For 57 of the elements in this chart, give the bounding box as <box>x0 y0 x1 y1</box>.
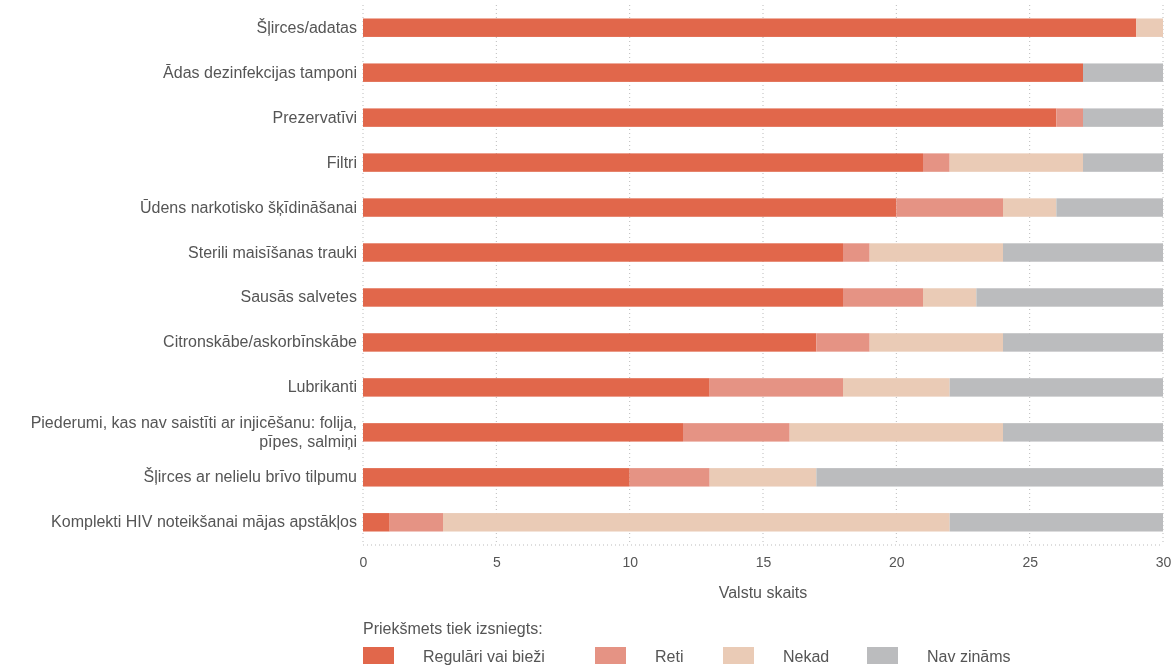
legend-title: Priekšmets tiek izsniegts: <box>363 620 543 637</box>
bar <box>816 333 870 352</box>
y-tick-label: Citronskābe/askorbīnskābe <box>163 333 358 351</box>
legend-label: Nav zināms <box>927 648 1011 665</box>
x-tick-label: 5 <box>492 553 501 570</box>
y-tick-label: Filtri <box>326 153 357 171</box>
bar <box>843 243 870 262</box>
y-tick-label: Sausās salvetes <box>240 288 357 306</box>
bar <box>389 513 443 532</box>
x-tick-label: 10 <box>622 553 639 570</box>
bar <box>1003 198 1057 217</box>
bar <box>1136 18 1163 37</box>
x-tick-label: 15 <box>755 553 772 570</box>
x-tick-label: 25 <box>1022 553 1039 570</box>
y-tick-label: Ūdens narkotisko šķīdināšanai <box>139 198 357 216</box>
legend-label: Regulāri vai bieži <box>423 648 545 665</box>
bar <box>869 243 1003 262</box>
bar <box>843 378 950 397</box>
bar <box>363 288 843 307</box>
bar <box>363 108 1057 127</box>
bar <box>363 198 897 217</box>
y-tick-label: Prezervatīvi <box>272 108 357 126</box>
bar <box>629 468 710 487</box>
bar <box>363 468 630 487</box>
legend-label: Nekad <box>783 648 830 665</box>
x-tick-label: 0 <box>359 553 368 570</box>
y-tick-label: Sterili maisīšanas trauki <box>188 243 357 261</box>
bar <box>363 333 817 352</box>
bar <box>363 423 683 442</box>
bar <box>896 198 1003 217</box>
bar <box>923 153 950 172</box>
bar <box>363 513 390 532</box>
bar <box>923 288 977 307</box>
bar <box>363 378 710 397</box>
x-tick-label: 20 <box>889 553 905 570</box>
bar <box>1056 108 1083 127</box>
bar <box>709 378 843 397</box>
bar <box>443 513 950 532</box>
bar <box>949 153 1083 172</box>
bar <box>683 423 790 442</box>
y-tick-label: Piederumi, kas nav saistīti ar injicēšanu: folija, pīpes, salmiņi <box>30 413 357 450</box>
bar <box>363 153 923 172</box>
y-tick-label: Lubrikanti <box>287 378 357 396</box>
bar <box>363 63 1083 82</box>
bar <box>363 243 843 262</box>
bar <box>709 468 817 487</box>
legend-label: Reti <box>655 648 684 665</box>
y-tick-label: Ādas dezinfekcijas tamponi <box>163 63 357 81</box>
y-tick-label: Komplekti HIV noteikšanai mājas apstākļos <box>51 513 357 531</box>
bar <box>843 288 923 307</box>
x-tick-label: 30 <box>1155 553 1171 570</box>
x-axis-title: Valstu skaits <box>718 584 808 601</box>
bar <box>869 333 1003 352</box>
bar <box>789 423 1003 442</box>
y-tick-label: Šļirces ar nelielu brīvo tilpumu <box>143 467 357 486</box>
y-tick-label: Šļirces/adatas <box>256 17 357 36</box>
bar <box>363 18 1137 37</box>
